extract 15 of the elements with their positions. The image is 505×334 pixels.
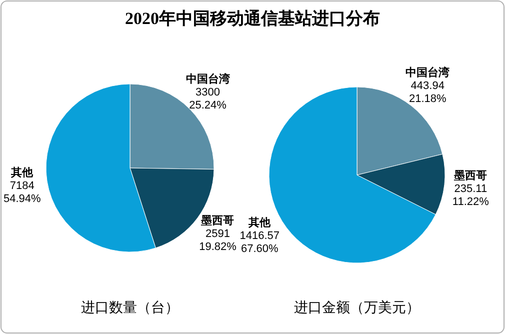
slice-label: 中国台湾 [186, 72, 231, 86]
data-label: 235.11 11.22% [452, 182, 490, 208]
text: 进口金额（万美元） [294, 299, 420, 315]
data-label: 443.94 21.18% [408, 80, 447, 106]
data-label: 7184 54.94% [3, 180, 41, 205]
chart-title: 2020年中国移动通信基站进口分布 [125, 9, 380, 28]
data-label: 3300 25.24% [189, 86, 227, 112]
data-label: 1416.57 67.60% [240, 230, 280, 256]
slice-label: 中国台湾 [406, 66, 451, 80]
slice-label: 其他 [10, 166, 34, 179]
slice-label: 墨西哥 [200, 214, 234, 227]
text: 进口数量（台） [81, 299, 179, 315]
slice-label: 其他 [248, 216, 272, 230]
slice-label: 墨西哥 [453, 168, 488, 182]
data-label: 2591 19.82% [199, 228, 237, 253]
